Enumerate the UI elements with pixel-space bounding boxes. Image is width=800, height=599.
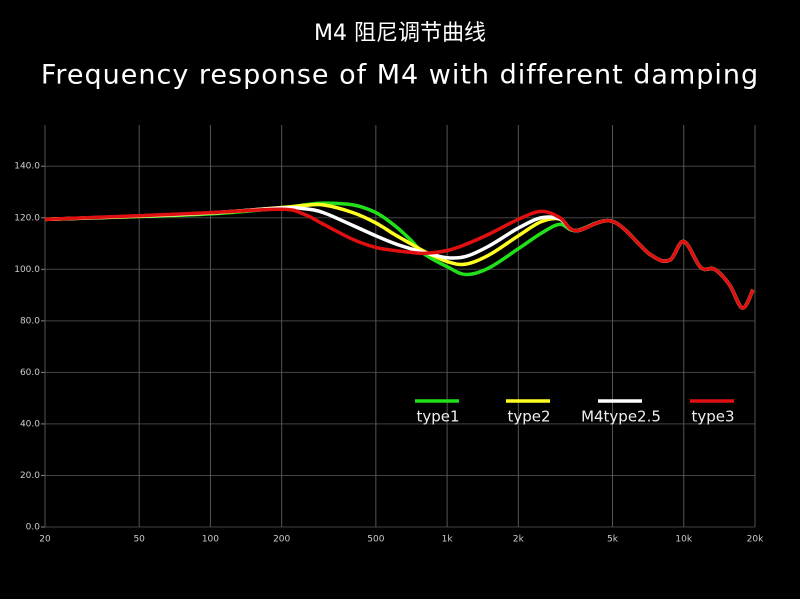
x-tick-label: 200: [273, 535, 290, 545]
y-tick-label: 140.0: [14, 162, 40, 172]
y-tick-label: 80.0: [20, 316, 40, 326]
legend-label: type1: [416, 408, 459, 426]
x-tick-label: 20: [39, 535, 51, 545]
x-tick-label: 2k: [513, 535, 525, 545]
y-tick-label: 20.0: [20, 471, 40, 481]
y-tick-label: 60.0: [20, 368, 40, 378]
series-line: [44, 202, 755, 310]
chart-subtitle: Frequency response of M4 with different …: [41, 60, 759, 91]
x-tick-label: 1k: [442, 535, 454, 545]
y-tick-label: 0.0: [26, 523, 41, 533]
series-line: [44, 201, 755, 310]
y-tick-label: 100.0: [14, 265, 40, 275]
y-tick-label: 120.0: [14, 213, 40, 223]
x-tick-label: 500: [367, 535, 384, 545]
x-tick-label: 100: [202, 535, 219, 545]
legend-label: M4type2.5: [581, 408, 661, 426]
x-tick-label: 50: [133, 535, 145, 545]
y-tick-label: 40.0: [20, 419, 40, 429]
chart-title: M4 阻尼调节曲线: [314, 21, 486, 46]
series-line: [44, 207, 755, 310]
legend-label: type2: [507, 408, 550, 426]
legend-label: type3: [691, 408, 734, 426]
x-tick-label: 10k: [675, 535, 692, 545]
series-line: [44, 205, 755, 310]
x-tick-label: 20k: [747, 535, 764, 545]
x-tick-label: 5k: [607, 535, 619, 545]
